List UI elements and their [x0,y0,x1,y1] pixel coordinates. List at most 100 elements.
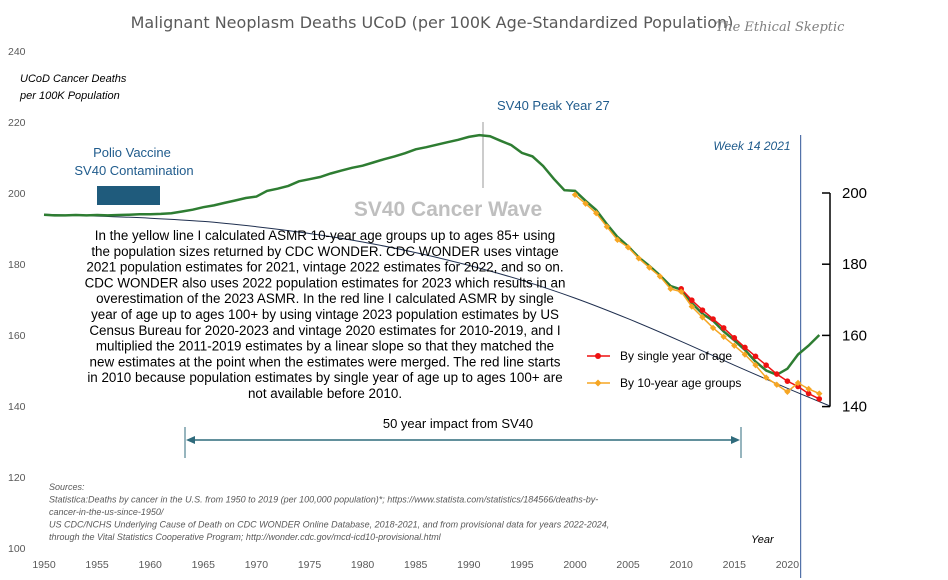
y-tick-label: 140 [8,401,26,413]
series-point-10-year [646,264,653,271]
source-line: US CDC/NCHS Underlying Cause of Death on… [49,520,609,530]
series-point-single-year [689,297,695,304]
series-point-10-year [731,342,738,349]
series-point-single-year [795,383,801,390]
asmr-series-group [571,191,823,402]
polio-marker-box [97,186,160,205]
series-point-10-year [593,210,600,217]
series-point-10-year [752,361,759,369]
series-point-single-year [731,335,738,341]
y-axis-ticks: 100 120 140 160 180 200 220 240 [8,46,26,555]
series-point-10-year [656,273,664,280]
x-tick-label: 1965 [192,559,216,571]
series-point-single-year [816,396,823,402]
x-tick-label: 1960 [139,559,163,571]
note-line: in 2010 because population estimates by … [87,370,562,385]
y-tick-label: 180 [8,259,26,271]
legend-label-single-year: By single year of age [620,349,732,363]
x-tick-label: 1955 [85,559,109,571]
series-point-10-year [762,374,770,381]
series-point-10-year [678,288,685,295]
series-point-10-year [614,236,621,244]
x-tick-label: 2005 [616,559,640,571]
y-tick-label: 100 [8,543,26,555]
x-tick-label: 1985 [404,559,428,571]
series-point-10-year [688,303,696,310]
series-point-10-year [667,285,674,293]
legend-label-10-year: By 10-year age groups [620,376,741,390]
series-point-single-year [784,378,791,384]
legend-marker-10-year [594,379,602,387]
x-tick-label: 2010 [670,559,694,571]
series-point-10-year [603,223,611,230]
impact-arrow: 50 year impact from SV40 [184,416,742,458]
x-tick-label: 2015 [723,559,747,571]
x-tick-label: 1990 [457,559,481,571]
x-axis-label: Year [751,534,775,546]
x-tick-label: 1970 [245,559,269,571]
legend-marker-single-year [595,353,601,359]
y-axis-label-line2: per 100K Population [19,90,120,102]
x-tick-label: 2000 [563,559,587,571]
series-point-10-year [635,255,642,262]
x-tick-label: 1975 [298,559,322,571]
series-point-single-year [699,307,706,313]
x-tick-label: 1950 [32,559,56,571]
x-tick-label: 2020 [776,559,800,571]
series-point-10-year [773,381,780,388]
impact-arrow-head-right [731,436,740,444]
series-point-10-year [582,200,589,207]
y-tick-label: 240 [8,46,26,58]
series-point-single-year [710,316,716,322]
y-tick-label: 220 [8,117,26,129]
x-axis-ticks: 1950 1955 1960 1965 1970 1975 1980 1985 1990 1995… [32,559,799,571]
series-point-single-year [752,353,759,360]
series-point-10-year [709,324,717,332]
secondary-tick-label: 180 [842,256,867,273]
polio-annotation-line1: Polio Vaccine [93,145,171,160]
y-tick-label: 160 [8,330,26,342]
brand-watermark: The Ethical Skeptic [716,20,846,35]
note-line: multiplied the 2011-2019 estimates by a … [96,339,554,354]
secondary-y-axis: 140 160 180 200 [822,185,867,416]
wave-annotation: SV40 Cancer Wave [354,198,542,221]
baseline-trend-curve [43,213,831,407]
note-line: the population sizes returned by CDC WON… [91,244,558,259]
secondary-tick-label: 200 [842,185,867,202]
series-point-single-year [763,362,769,368]
x-tick-label: 1995 [510,559,534,571]
note-line: not available before 2010. [248,386,402,401]
source-line: through the Vital Statistics Cooperative… [49,532,442,542]
note-line: In the yellow line I calculated ASMR 10-… [95,228,555,243]
note-line: CDC WONDER also uses 2022 population est… [85,275,566,290]
series-point-single-year [805,390,812,397]
note-line: overestimation of the 2023 ASMR. In the … [96,291,554,306]
secondary-tick-label: 140 [842,399,867,416]
y-tick-label: 200 [8,188,26,200]
polio-annotation-line2: SV40 Contamination [74,163,193,178]
series-point-10-year [720,333,727,340]
methodology-note: In the yellow line I calculated ASMR 10-… [85,228,566,401]
sources-block: Sources: Statistica:Deaths by cancer in t… [49,482,609,542]
x-tick-label: 1980 [351,559,375,571]
series-point-single-year [742,344,748,351]
series-point-single-year [720,325,727,331]
note-line: Census Bureau for 2020-2023 and vintage … [89,323,560,338]
week-annotation: Week 14 2021 [713,139,790,153]
series-point-10-year [805,385,812,393]
series-point-10-year [794,379,802,387]
secondary-tick-label: 160 [842,327,867,344]
series-point-10-year [571,191,579,198]
source-line: cancer-in-the-us-since-1950/ [49,507,165,517]
series-point-10-year [784,388,791,395]
series-line-1 [574,194,820,395]
peak-annotation: SV40 Peak Year 27 [497,98,610,113]
legend: By single year of age By 10-year age gro… [587,349,741,390]
source-line: Sources: [49,482,85,492]
series-point-10-year [624,244,632,251]
source-line: Statistica:Deaths by cancer in the U.S. … [49,495,598,505]
series-point-single-year [773,371,780,377]
series-point-10-year [816,390,823,397]
chart-title: Malignant Neoplasm Deaths UCoD (per 100K… [131,13,734,32]
